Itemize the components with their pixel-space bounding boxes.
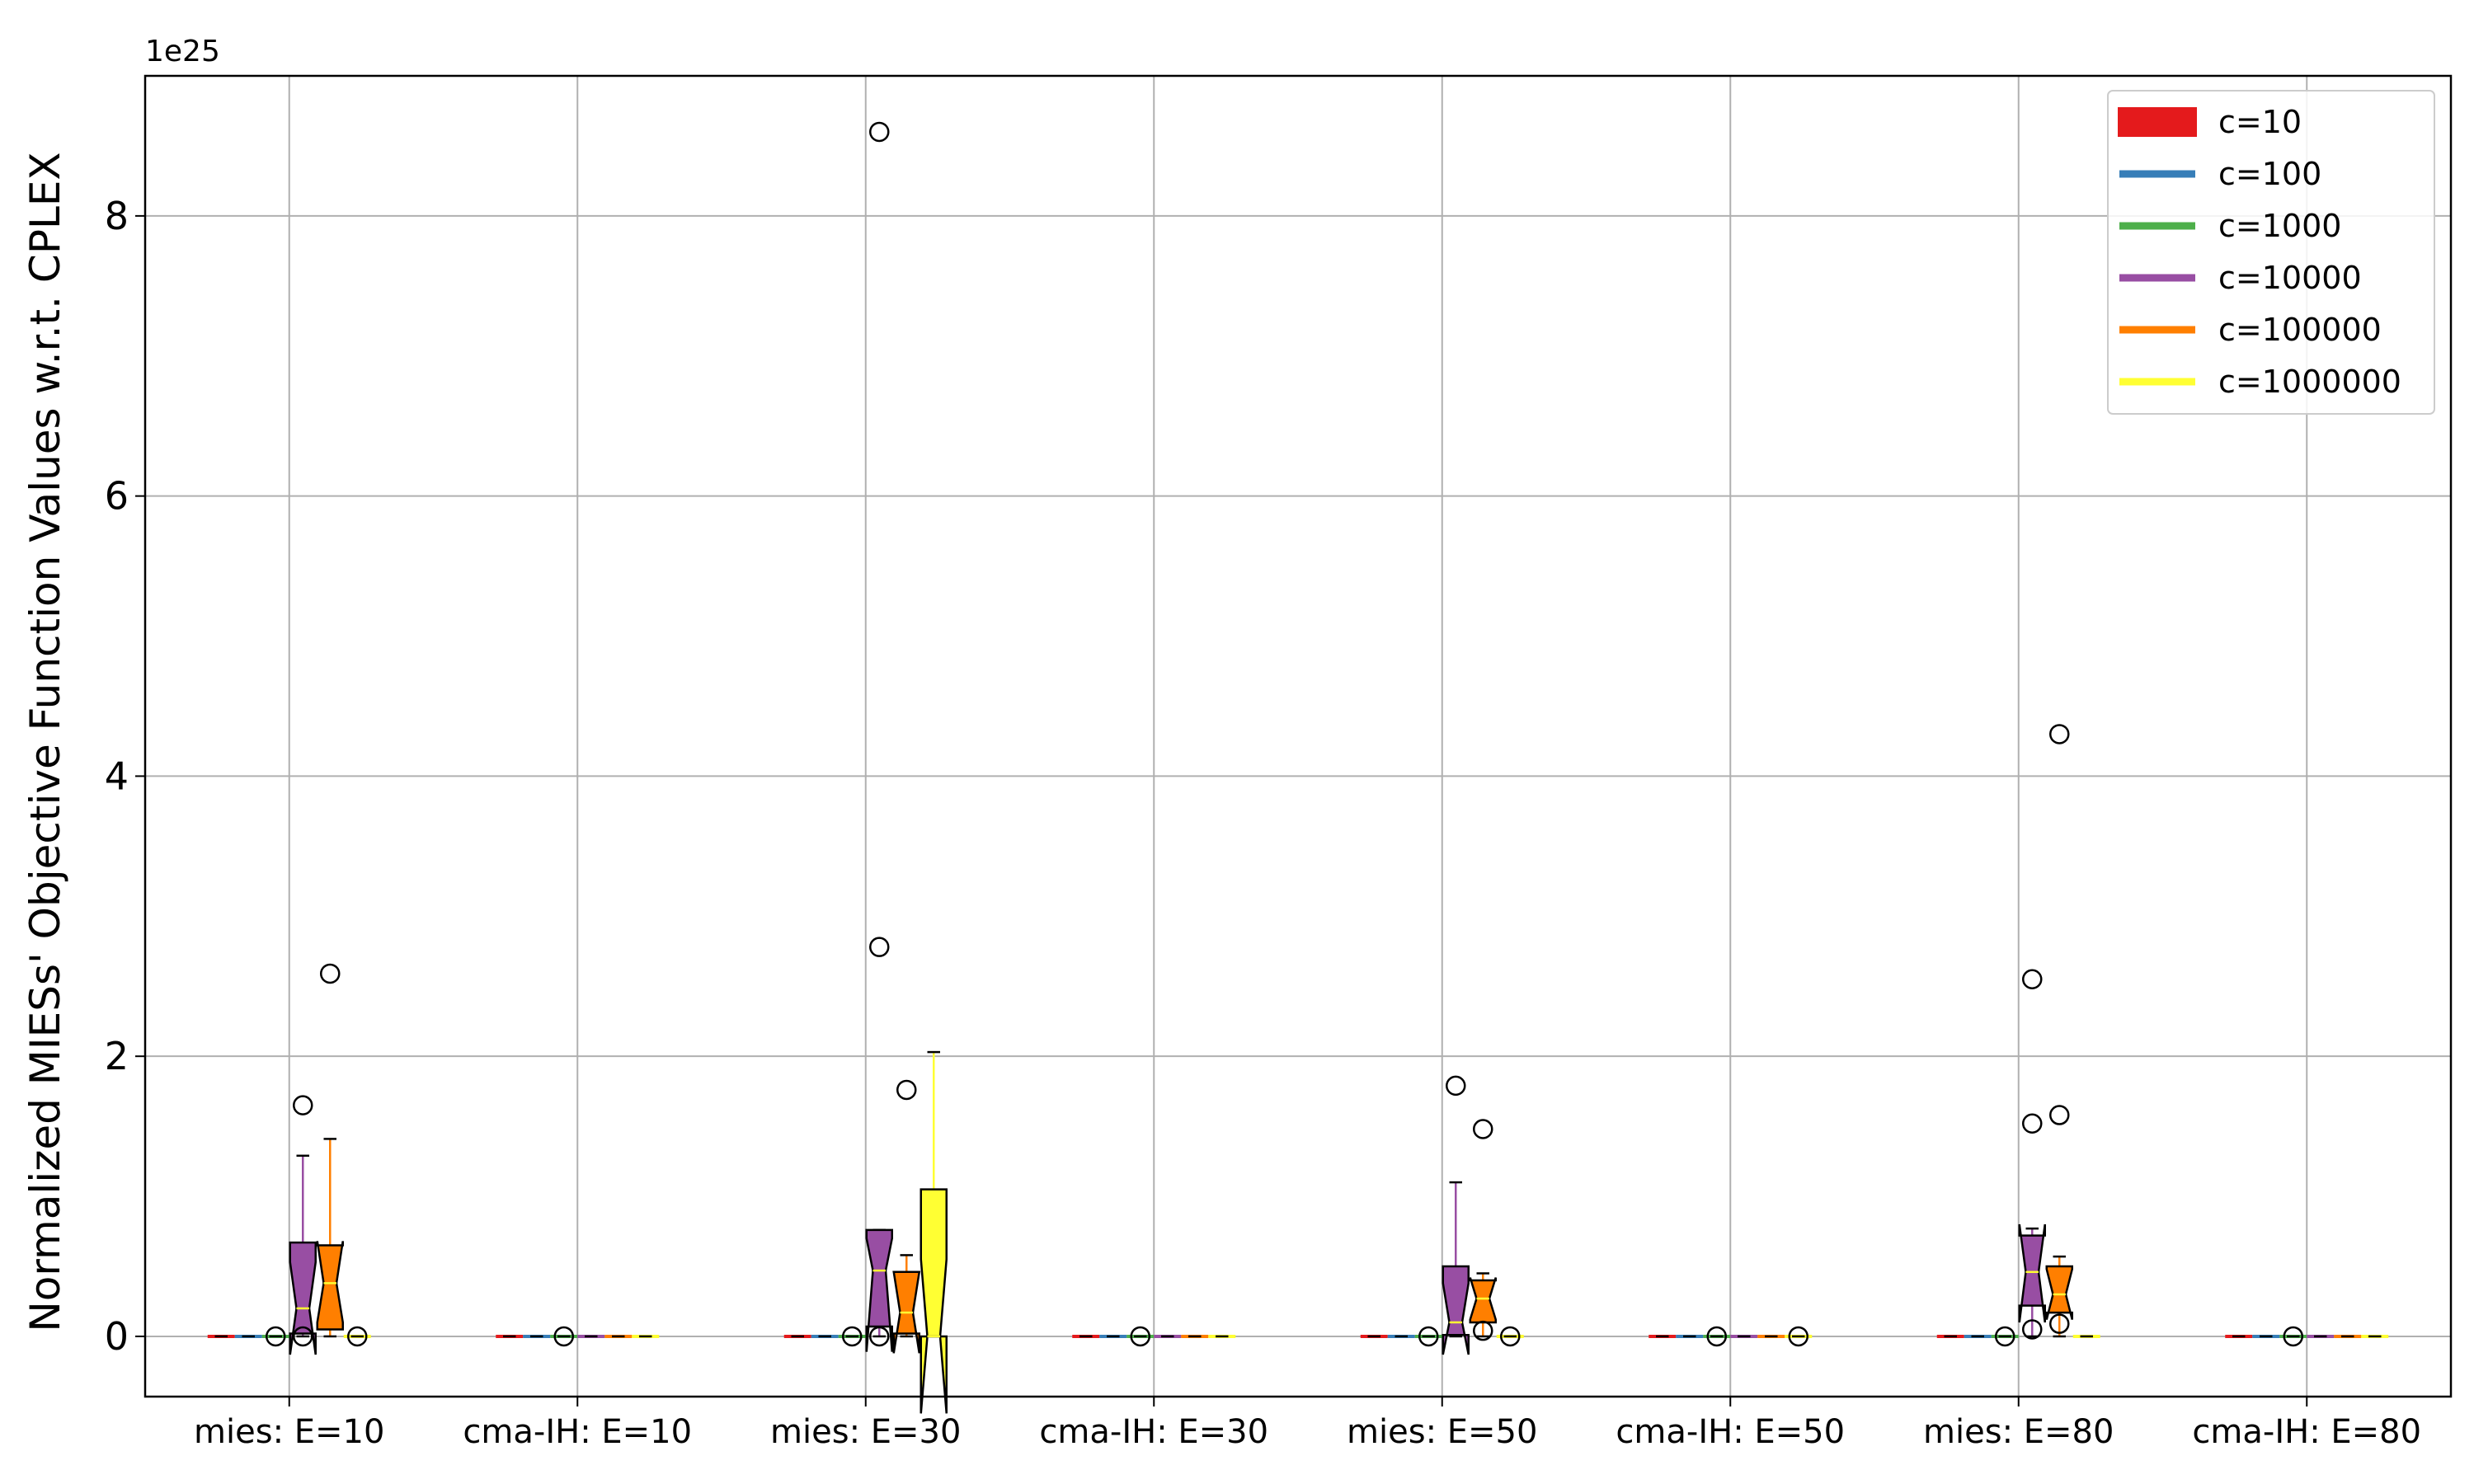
outlier-point <box>869 121 890 143</box>
legend-label: c=1000 <box>2218 208 2341 244</box>
box-c=1000-4 <box>1414 1326 1442 1347</box>
notched-box <box>1442 1265 1470 1355</box>
outlier-point <box>2049 724 2070 744</box>
x-tick-label: mies: E=80 <box>1923 1413 2114 1451</box>
notched-box <box>865 1228 893 1352</box>
notched-box <box>920 1188 948 1414</box>
x-tick-label: mies: E=50 <box>1347 1413 1537 1451</box>
box-c=1000-5 <box>1703 1326 1731 1347</box>
y-axis-ticks: 0 2 4 6 8 <box>105 194 145 1359</box>
grid-lines <box>145 76 2451 1397</box>
x-tick-label: mies: E=30 <box>770 1413 961 1451</box>
legend-label: c=10000 <box>2218 260 2362 296</box>
outlier-point <box>1418 1326 1439 1347</box>
outlier-point <box>293 1326 313 1347</box>
box-c=100000-0 <box>316 963 344 1338</box>
box-c=10000-0 <box>289 1095 317 1355</box>
box-c=100000-4 <box>1469 1119 1497 1341</box>
outlier-point <box>2049 1105 2070 1125</box>
box-c=1000-7 <box>2279 1326 2307 1347</box>
x-tick-label: cma-IH: E=10 <box>463 1413 692 1451</box>
box-c=10000-6 <box>2018 969 2046 1340</box>
outlier-point <box>2022 1319 2043 1340</box>
legend-label: c=100000 <box>2218 312 2382 348</box>
box-c=100000-2 <box>892 1079 921 1354</box>
outlier-point <box>1995 1326 2015 1347</box>
box-c=1000-1 <box>550 1326 578 1347</box>
box-c=1000000-0 <box>343 1326 371 1347</box>
box-c=1000-6 <box>1991 1326 2019 1347</box>
outlier-point <box>2022 1113 2043 1134</box>
outlier-point <box>347 1326 368 1347</box>
notched-box <box>316 1241 344 1331</box>
box-c=1000000-2 <box>920 1050 948 1414</box>
outlier-point <box>1500 1326 1521 1347</box>
outlier-point <box>2022 969 2043 989</box>
box-series <box>207 121 2389 1414</box>
box-c=10000-4 <box>1442 1075 1470 1355</box>
x-tick-label: mies: E=10 <box>194 1413 384 1451</box>
box-c=1000000-4 <box>1496 1326 1524 1347</box>
outlier-point <box>1130 1326 1150 1347</box>
legend: c=10 c=100 c=1000 c=10000 c=100000 c=1000000 <box>2107 90 2435 415</box>
y-tick-label: 2 <box>105 1034 129 1078</box>
legend-label: c=1000000 <box>2218 364 2401 400</box>
outlier-point <box>1473 1119 1493 1139</box>
outlier-point <box>2049 1313 2070 1334</box>
x-tick-label: cma-IH: E=50 <box>1616 1413 1845 1451</box>
outlier-point <box>1706 1326 1727 1347</box>
notched-box <box>289 1241 317 1355</box>
outlier-point <box>1473 1320 1493 1341</box>
notched-box <box>1469 1277 1497 1324</box>
notched-box <box>2018 1223 2046 1323</box>
x-tick-label: cma-IH: E=80 <box>2192 1413 2421 1451</box>
y-axis-label: Normalized MIESs' Objective Function Val… <box>21 152 69 1331</box>
y-tick-label: 8 <box>105 194 129 238</box>
box-c=1000-2 <box>838 1326 866 1347</box>
x-tick-label: cma-IH: E=30 <box>1039 1413 1268 1451</box>
outlier-point <box>842 1326 863 1347</box>
box-c=1000-0 <box>261 1326 289 1347</box>
outlier-point <box>896 1079 917 1101</box>
x-axis-ticks: mies: E=10 cma-IH: E=10 mies: E=30 cma-IH: … <box>194 1397 2421 1451</box>
legend-label: c=10 <box>2218 104 2302 140</box>
y-axis-offset-label: 1e25 <box>145 35 220 68</box>
outlier-point <box>266 1326 286 1347</box>
outlier-point <box>869 937 890 957</box>
outlier-point <box>553 1326 574 1347</box>
box-c=100000-6 <box>2045 724 2073 1338</box>
y-tick-label: 0 <box>105 1314 129 1359</box>
outlier-point <box>2283 1326 2303 1347</box>
outlier-point <box>1788 1326 1808 1347</box>
outlier-point <box>869 1326 890 1347</box>
outlier-point <box>1446 1075 1466 1097</box>
outlier-point <box>293 1095 313 1115</box>
plot-frame <box>143 74 2453 1398</box>
box-c=10000-2 <box>865 121 893 1352</box>
box-c=1000-3 <box>1126 1326 1155 1347</box>
box-c=1000000-5 <box>1785 1326 1813 1347</box>
y-tick-label: 4 <box>105 754 129 798</box>
legend-label: c=100 <box>2218 156 2321 192</box>
outlier-point <box>320 963 341 984</box>
y-tick-label: 6 <box>105 474 129 519</box>
legend-swatch <box>2118 107 2197 137</box>
notched-box <box>2045 1265 2073 1320</box>
